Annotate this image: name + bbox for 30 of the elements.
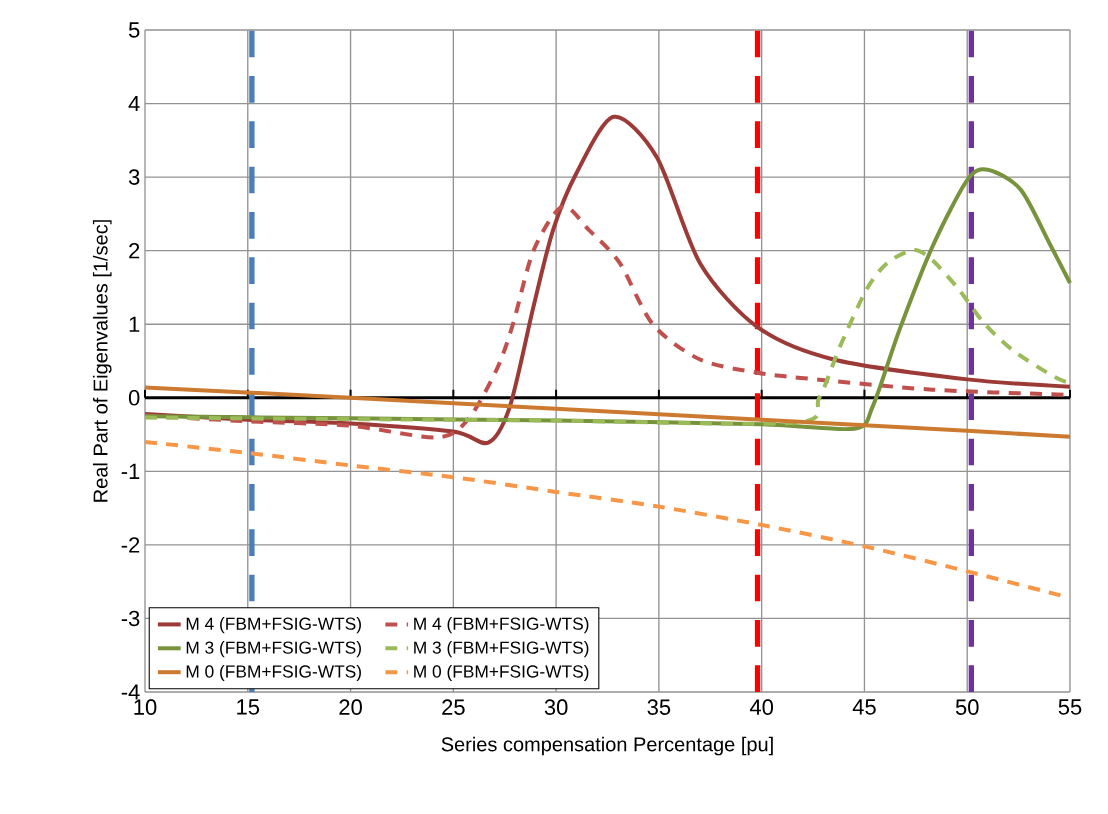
y-axis-title: Real Part of Eigenvalues [1/sec] bbox=[92, 220, 112, 502]
y-tick-label: -1 bbox=[121, 463, 140, 479]
y-tick-label: 4 bbox=[128, 95, 140, 112]
y-tick-label: -4 bbox=[121, 684, 140, 700]
line-series bbox=[143, 385, 1072, 439]
y-tick-label: -3 bbox=[121, 610, 140, 627]
y-tick-label: 3 bbox=[128, 169, 140, 185]
legend-label: M 0 (FBM+FSIG-WTS) bbox=[186, 664, 361, 682]
legend-label: M 3 (FBM+FSIG-WTS) bbox=[414, 641, 589, 658]
x-tick-label: 15 bbox=[237, 699, 260, 715]
x-tick-label: 50 bbox=[955, 699, 979, 715]
line-series bbox=[143, 439, 1072, 600]
x-tick-label: 35 bbox=[647, 699, 671, 715]
x-tick-label: 55 bbox=[1058, 699, 1082, 715]
legend-label: M 3 (FBM+FSIG-WTS) bbox=[186, 641, 361, 658]
x-axis-title: Series compensation Percentage [pu] bbox=[441, 736, 773, 756]
x-tick-label: 25 bbox=[442, 699, 465, 715]
y-tick-label: 1 bbox=[129, 316, 140, 332]
y-tick-label: 5 bbox=[128, 22, 140, 38]
x-tick-label: 45 bbox=[852, 699, 876, 715]
y-tick-label: 0 bbox=[128, 389, 140, 406]
legend-label: M 4 (FBM+FSIG-WTS) bbox=[414, 617, 589, 634]
legend-label: M 4 (FBM+FSIG-WTS) bbox=[186, 617, 361, 634]
y-tick-label: -2 bbox=[121, 537, 140, 553]
x-tick-label: 40 bbox=[749, 699, 774, 715]
legend-label: M 0 (FBM+FSIG-WTS) bbox=[414, 664, 589, 682]
x-tick-label: 30 bbox=[544, 699, 568, 715]
y-tick-label: 2 bbox=[129, 242, 140, 259]
x-tick-label: 20 bbox=[339, 699, 362, 715]
x-tick-label: 10 bbox=[134, 699, 157, 715]
